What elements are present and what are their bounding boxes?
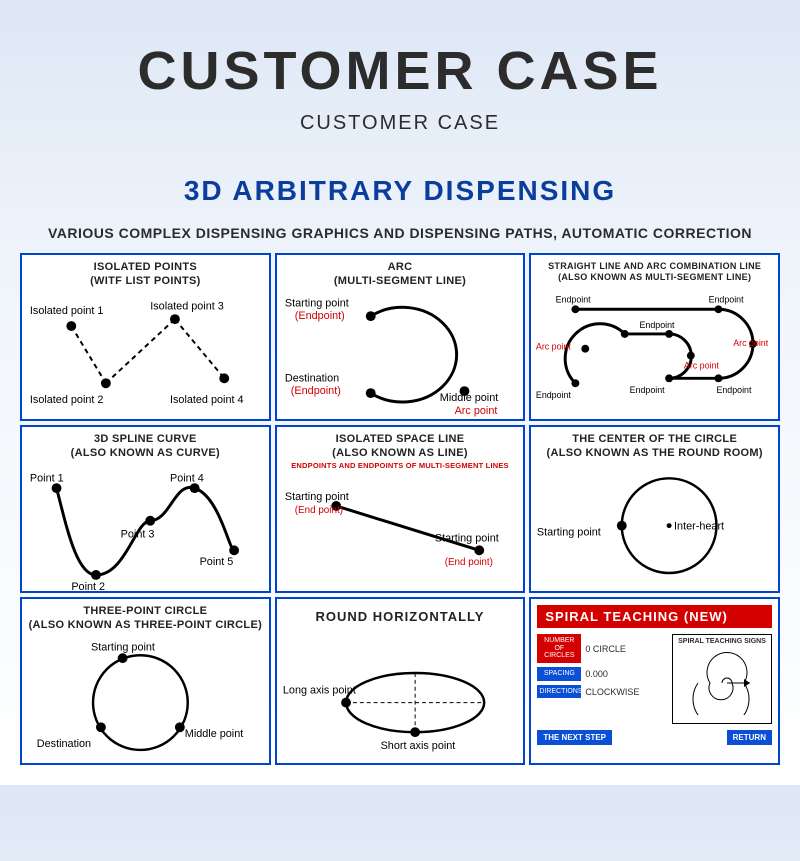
card-isolated-points: ISOLATED POINTS (WITF LIST POINTS) Isola…	[20, 253, 271, 421]
param-tag: SPACING	[537, 667, 581, 681]
svg-text:Starting point: Starting point	[91, 641, 155, 653]
svg-text:Arc point: Arc point	[684, 360, 720, 370]
diagram-svg: Point 1 Point 2 Point 3 Point 4 Point 5	[22, 427, 269, 593]
param-tag: NUMBER OF CIRCLES	[537, 634, 581, 663]
spiral-header: SPIRAL TEACHING (NEW)	[537, 605, 772, 628]
svg-text:Point 3: Point 3	[121, 528, 155, 540]
param-row-circles: NUMBER OF CIRCLES 0 CIRCLE	[537, 634, 666, 663]
diagram-svg: Isolated point 1 Isolated point 2 Isolat…	[22, 255, 269, 421]
svg-text:Isolated point 1: Isolated point 1	[30, 305, 104, 317]
svg-text:Starting point: Starting point	[285, 297, 349, 309]
svg-text:Middle point: Middle point	[439, 392, 497, 404]
svg-text:Point 4: Point 4	[170, 472, 204, 484]
card-circle-center: THE CENTER OF THE CIRCLE (ALSO KNOWN AS …	[529, 425, 780, 593]
subtitle: CUSTOMER CASE	[20, 112, 780, 135]
svg-text:(Endpoint): (Endpoint)	[294, 310, 344, 322]
svg-text:Middle point: Middle point	[185, 728, 243, 740]
param-row-direction: DIRECTIONS CLOCKWISE	[537, 685, 666, 699]
param-tag: DIRECTIONS	[537, 685, 581, 699]
spiral-preview: SPIRAL TEACHING SIGNS	[672, 634, 772, 724]
svg-text:Endpoint: Endpoint	[640, 320, 676, 330]
svg-text:Isolated point 4: Isolated point 4	[170, 394, 244, 406]
card-isolated-line: ISOLATED SPACE LINE (ALSO KNOWN AS LINE)…	[275, 425, 526, 593]
main-title: CUSTOMER CASE	[20, 40, 780, 102]
return-button[interactable]: RETURN	[727, 730, 772, 745]
svg-text:Inter-heart: Inter-heart	[674, 521, 724, 533]
spiral-footer: THE NEXT STEP RETURN	[531, 728, 778, 749]
svg-text:Arc point: Arc point	[734, 338, 770, 348]
card-arc: ARC (MULTI-SEGMENT LINE) Starting point …	[275, 253, 526, 421]
spiral-preview-title: SPIRAL TEACHING SIGNS	[676, 638, 768, 645]
svg-text:Starting point: Starting point	[285, 491, 349, 503]
svg-text:Endpoint: Endpoint	[556, 294, 592, 304]
svg-text:Endpoint: Endpoint	[536, 390, 572, 400]
param-row-spacing: SPACING 0.000	[537, 667, 666, 681]
svg-text:(End point): (End point)	[294, 505, 342, 516]
svg-text:Isolated point 2: Isolated point 2	[30, 394, 104, 406]
param-value: 0 CIRCLE	[585, 644, 626, 654]
page: CUSTOMER CASE CUSTOMER CASE 3D ARBITRARY…	[0, 0, 800, 785]
card-3d-spline: 3D SPLINE CURVE (ALSO KNOWN AS CURVE) Po…	[20, 425, 271, 593]
svg-text:Arc point: Arc point	[536, 342, 572, 352]
diagram-svg: Long axis point Short axis point	[277, 599, 524, 765]
svg-text:(End point): (End point)	[444, 557, 492, 568]
param-value: 0.000	[585, 669, 608, 679]
spiral-icon	[677, 645, 767, 715]
next-step-button[interactable]: THE NEXT STEP	[537, 730, 612, 745]
diagram-svg: Starting point Middle point Destination	[22, 599, 269, 765]
svg-text:Endpoint: Endpoint	[709, 294, 745, 304]
svg-text:Starting point: Starting point	[537, 527, 601, 539]
section-description: VARIOUS COMPLEX DISPENSING GRAPHICS AND …	[20, 225, 780, 241]
spiral-params: NUMBER OF CIRCLES 0 CIRCLE SPACING 0.000…	[537, 634, 666, 724]
svg-text:Long axis point: Long axis point	[283, 685, 356, 697]
card-three-point-circle: THREE-POINT CIRCLE (ALSO KNOWN AS THREE-…	[20, 597, 271, 765]
spiral-body: NUMBER OF CIRCLES 0 CIRCLE SPACING 0.000…	[531, 634, 778, 728]
svg-text:Short axis point: Short axis point	[380, 740, 455, 752]
svg-text:Starting point: Starting point	[435, 532, 499, 544]
svg-text:Point 1: Point 1	[30, 472, 64, 484]
diagram-svg: Endpoint Endpoint Arc point Endpoint End…	[531, 255, 778, 421]
param-value: CLOCKWISE	[585, 687, 639, 697]
section-title: 3D ARBITRARY DISPENSING	[20, 175, 780, 207]
svg-text:Point 2: Point 2	[71, 581, 105, 593]
svg-text:Arc point: Arc point	[454, 405, 497, 417]
card-combination-line: STRAIGHT LINE AND ARC COMBINATION LINE (…	[529, 253, 780, 421]
svg-text:(Endpoint): (Endpoint)	[290, 385, 340, 397]
card-round-horizontally: ROUND HORIZONTALLY Long axis point Short…	[275, 597, 526, 765]
cards-grid: ISOLATED POINTS (WITF LIST POINTS) Isola…	[20, 253, 780, 765]
svg-text:Destination: Destination	[37, 738, 91, 750]
svg-text:Destination: Destination	[285, 372, 339, 384]
svg-text:Endpoint: Endpoint	[717, 385, 753, 395]
svg-text:Isolated point 3: Isolated point 3	[150, 300, 224, 312]
diagram-svg: Starting point (End point) Starting poin…	[277, 427, 524, 593]
diagram-svg: Starting point Inter-heart	[531, 427, 778, 593]
svg-text:Endpoint: Endpoint	[630, 385, 666, 395]
svg-text:Point 5: Point 5	[200, 556, 234, 568]
card-spiral-teaching: SPIRAL TEACHING (NEW) NUMBER OF CIRCLES …	[529, 597, 780, 765]
diagram-svg: Starting point (Endpoint) Destination (E…	[277, 255, 524, 421]
